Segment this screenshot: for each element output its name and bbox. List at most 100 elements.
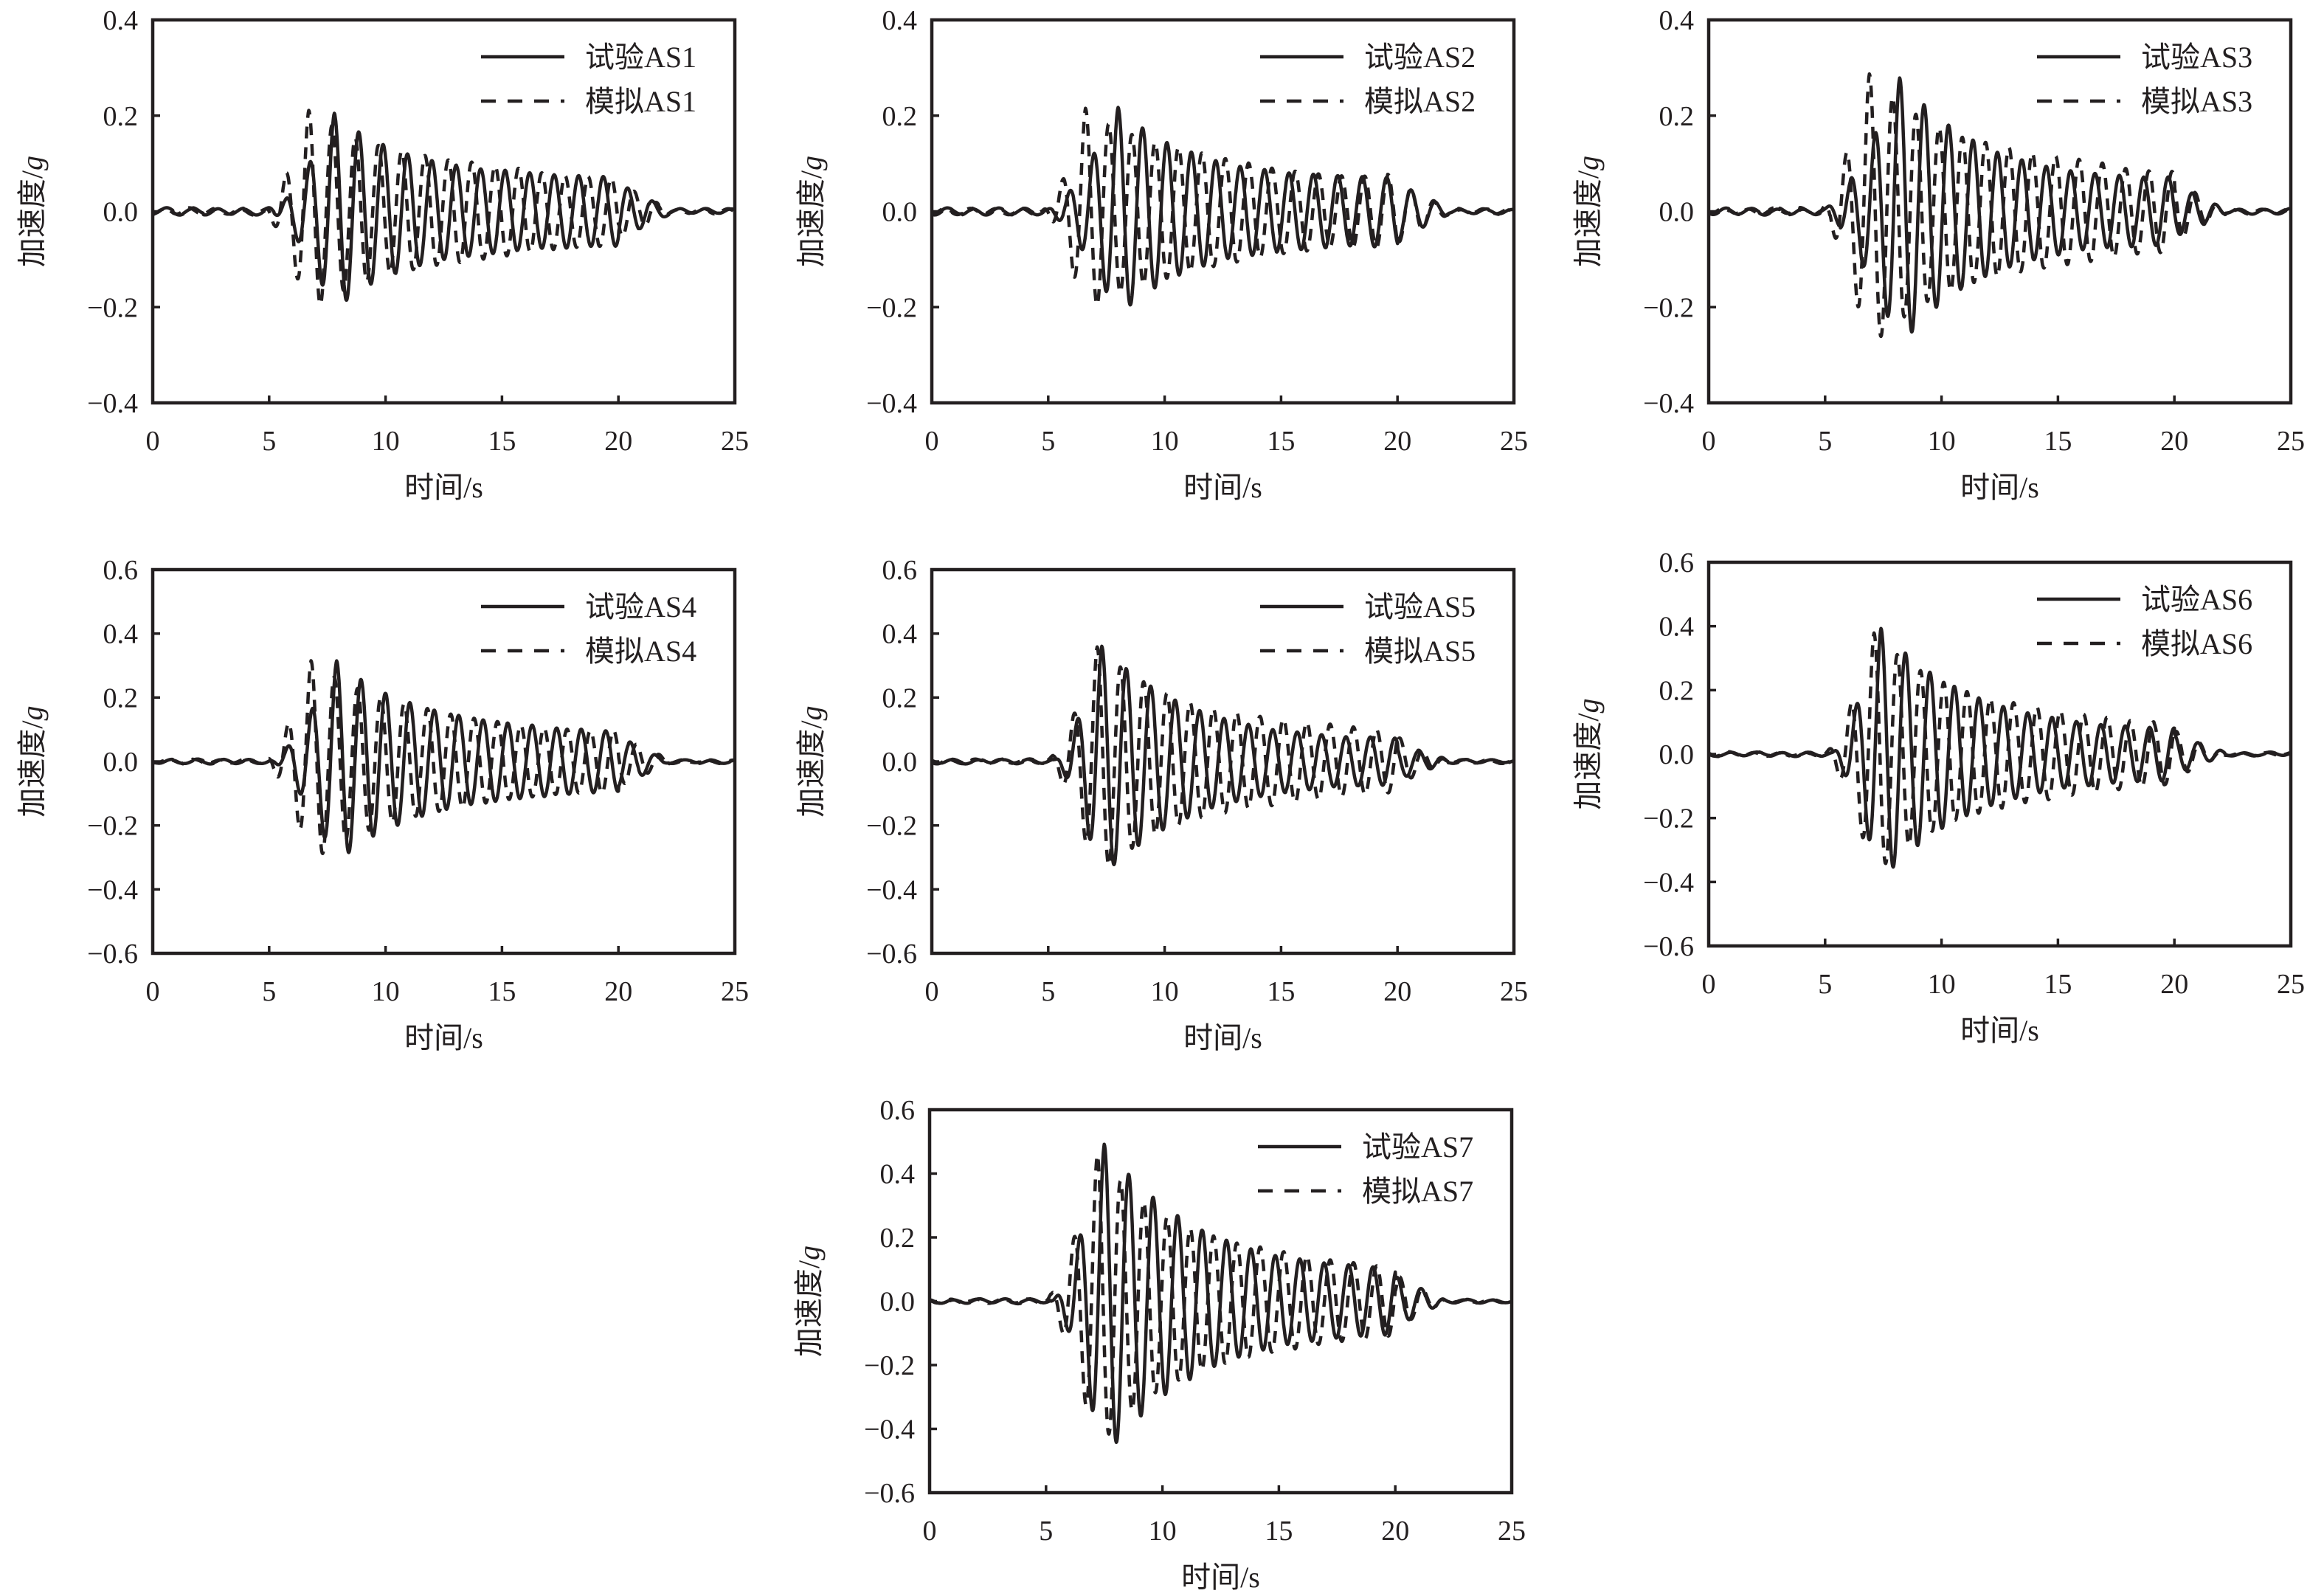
x-tick-label: 5	[262, 976, 276, 1007]
x-tick-label: 15	[2044, 426, 2072, 457]
y-tick-label: 0.0	[882, 747, 918, 778]
x-tick-label: 25	[2277, 426, 2305, 457]
x-tick-label: 10	[1928, 426, 1956, 457]
x-tick-label: 0	[925, 976, 939, 1007]
x-tick-label: 0	[146, 426, 160, 457]
y-tick-label: 0.6	[1659, 547, 1695, 578]
y-tick-label: 0.2	[103, 101, 139, 132]
y-axis-label: 加速度/g	[1571, 156, 1605, 267]
test-series-AS2	[932, 106, 1514, 307]
y-tick-label: 0.2	[882, 101, 918, 132]
x-tick-label: 25	[721, 426, 749, 457]
y-tick-label: 0.2	[1659, 675, 1695, 706]
legend-label: 模拟AS2	[1364, 85, 1476, 118]
y-tick-label: 0.0	[103, 197, 139, 228]
y-tick-label: −0.4	[1643, 388, 1694, 419]
x-axis-label: 时间/s	[404, 1021, 483, 1054]
x-tick-label: 0	[1702, 426, 1716, 457]
y-tick-label: 0.0	[1659, 739, 1695, 770]
y-tick-label: 0.2	[1659, 101, 1695, 132]
x-tick-label: 25	[1498, 1516, 1526, 1547]
y-tick-label: −0.4	[864, 1414, 915, 1445]
legend-label: 模拟AS5	[1364, 635, 1476, 668]
x-tick-label: 20	[604, 426, 632, 457]
x-axis-label: 时间/s	[1183, 471, 1262, 504]
y-tick-label: 0.4	[1659, 5, 1695, 36]
legend-label: 试验AS4	[585, 590, 696, 623]
x-tick-label: 5	[1041, 976, 1055, 1007]
y-tick-label: 0.0	[882, 197, 918, 228]
y-tick-label: −0.4	[87, 388, 138, 419]
y-tick-label: −0.2	[1643, 804, 1694, 835]
simulated-series-AS2	[932, 106, 1514, 307]
test-series-AS4	[153, 659, 735, 854]
panel-AS2: 0 5 10 15 20 25 −0.4 −0.2 0.0 0.2 0.4 时间/s 加速度/g 试验AS…	[795, 5, 1528, 504]
simulated-series-AS6	[1709, 631, 2291, 866]
y-tick-label: −0.2	[87, 292, 138, 323]
panel-AS1: 0 5 10 15 20 25 −0.4 −0.2 0.0 0.2 0.4 时间/s 加速度/g 试验AS…	[15, 5, 749, 504]
y-tick-label: 0.4	[103, 5, 139, 36]
y-tick-label: 0.2	[882, 683, 918, 714]
y-tick-label: −0.6	[1643, 931, 1694, 962]
y-tick-label: 0.6	[103, 555, 139, 586]
x-tick-label: 5	[1039, 1516, 1053, 1547]
x-tick-label: 0	[146, 976, 160, 1007]
y-axis-label: 加速度/g	[792, 1246, 826, 1357]
panel-AS4: 0 5 10 15 20 25 −0.6 −0.4 −0.2 0.0 0.2 0.4 0.6 时间/s 加速…	[15, 555, 749, 1054]
x-tick-label: 25	[2277, 969, 2305, 1000]
x-tick-label: 5	[262, 426, 276, 457]
simulated-series-AS3	[1709, 72, 2291, 339]
x-tick-label: 20	[2160, 426, 2188, 457]
x-axis-label: 时间/s	[1960, 1014, 2039, 1047]
legend-label: 模拟AS1	[585, 85, 696, 118]
legend-label: 试验AS3	[2141, 41, 2252, 74]
legend: 试验AS2 模拟AS2	[1260, 41, 1476, 118]
y-tick-label: −0.6	[866, 939, 917, 970]
y-tick-label: 0.6	[882, 555, 918, 586]
y-axis-label: 加速度/g	[795, 705, 828, 817]
legend: 试验AS4 模拟AS4	[481, 590, 696, 668]
y-tick-label: 0.2	[103, 683, 139, 714]
y-tick-label: −0.2	[866, 292, 917, 323]
x-tick-label: 5	[1818, 969, 1832, 1000]
y-tick-label: 0.0	[103, 747, 139, 778]
legend: 试验AS5 模拟AS5	[1260, 590, 1476, 668]
y-axis-label: 加速度/g	[15, 156, 49, 267]
y-tick-label: 0.4	[1659, 612, 1695, 643]
x-tick-label: 0	[925, 426, 939, 457]
x-tick-label: 20	[2160, 969, 2188, 1000]
y-axis-label: 加速度/g	[795, 156, 828, 267]
x-tick-label: 25	[721, 976, 749, 1007]
y-tick-label: 0.4	[880, 1159, 916, 1190]
legend: 试验AS3 模拟AS3	[2037, 41, 2252, 118]
x-tick-label: 25	[1500, 426, 1528, 457]
x-tick-label: 10	[372, 426, 400, 457]
panel-AS5: 0 5 10 15 20 25 −0.6 −0.4 −0.2 0.0 0.2 0.4 0.6 时间/s 加速…	[795, 555, 1528, 1054]
y-tick-label: 0.4	[103, 619, 139, 650]
x-tick-label: 10	[1149, 1516, 1177, 1547]
legend: 试验AS1 模拟AS1	[481, 41, 696, 118]
legend-label: 模拟AS7	[1362, 1175, 1473, 1208]
x-axis-label: 时间/s	[1960, 471, 2039, 504]
legend-label: 试验AS2	[1364, 41, 1476, 74]
x-tick-label: 10	[372, 976, 400, 1007]
legend: 试验AS6 模拟AS6	[2037, 583, 2252, 660]
x-tick-label: 10	[1928, 969, 1956, 1000]
x-axis-label: 时间/s	[1183, 1021, 1262, 1054]
x-tick-label: 20	[1383, 426, 1411, 457]
y-tick-label: 0.4	[882, 619, 918, 650]
legend-label: 试验AS7	[1362, 1130, 1473, 1164]
legend-label: 模拟AS3	[2141, 85, 2252, 118]
x-tick-label: 5	[1041, 426, 1055, 457]
legend: 试验AS7 模拟AS7	[1258, 1130, 1473, 1208]
panel-AS7: 0 5 10 15 20 25 −0.6 −0.4 −0.2 0.0 0.2 0.4 0.6 时间/s 加速…	[792, 1095, 1526, 1594]
y-tick-label: 0.0	[880, 1287, 916, 1318]
x-tick-label: 15	[1267, 976, 1295, 1007]
test-series-AS5	[932, 644, 1514, 867]
x-tick-label: 20	[1383, 976, 1411, 1007]
simulated-series-AS5	[932, 645, 1514, 868]
x-tick-label: 15	[2044, 969, 2072, 1000]
x-tick-label: 15	[488, 426, 516, 457]
y-tick-label: −0.4	[1643, 867, 1694, 898]
